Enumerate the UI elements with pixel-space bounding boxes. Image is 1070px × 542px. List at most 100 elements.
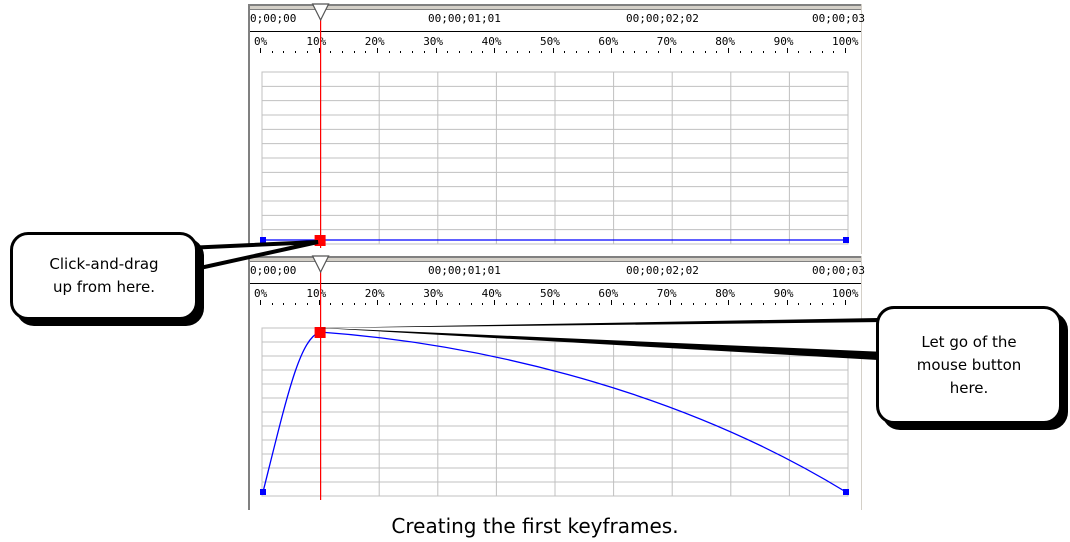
ruler-divider [250, 283, 861, 284]
ruler-tick [470, 51, 472, 53]
ruler-tick [657, 51, 659, 53]
ruler-tick [540, 303, 542, 305]
ruler-tick [564, 51, 566, 53]
ruler-tick [669, 48, 671, 53]
ruler-tick [271, 51, 273, 53]
ruler-tick [482, 303, 484, 305]
ruler-tick [669, 300, 671, 305]
ruler-tick [728, 300, 729, 305]
ruler-divider [250, 31, 861, 32]
ruler-tick [587, 303, 589, 305]
ruler-tick [458, 303, 460, 305]
keyframe-start [260, 489, 266, 495]
ruler-tick [341, 51, 343, 53]
ruler-tick [774, 303, 776, 305]
ruler-tick [763, 303, 765, 305]
ruler-tick [646, 51, 648, 53]
ruler-tick [306, 303, 308, 305]
ruler-tick [318, 300, 320, 305]
top-ruler[interactable]: 0;00;00 00;00;01;01 00;00;02;02 00;00;03… [250, 10, 865, 62]
timecode-label: 00;00;03 [812, 12, 865, 25]
ruler-tick [552, 48, 554, 53]
timecode-label: 00;00;02;02 [626, 264, 699, 277]
ruler-tick [295, 303, 297, 305]
playhead-marker [311, 3, 330, 22]
ruler-tick [786, 48, 788, 53]
percent-label: 60% [598, 35, 619, 48]
ruler-tick [599, 51, 601, 53]
ruler-tick [494, 300, 495, 305]
ruler-tick [423, 303, 425, 305]
bottom-ruler[interactable]: 0;00;00 00;00;01;01 00;00;02;02 00;00;03… [250, 262, 865, 314]
ruler-tick [845, 48, 846, 53]
top-timeline-panel: 0;00;00 00;00;01;01 00;00;02;02 00;00;03… [248, 3, 865, 254]
ruler-tick [447, 51, 449, 53]
timecode-label: 00;00;01;01 [428, 12, 501, 25]
ruler-tick [412, 303, 414, 305]
percent-label: 90% [773, 35, 794, 48]
percent-label: 50% [540, 287, 560, 300]
ruler-tick [435, 300, 437, 305]
percent-label: 10% [306, 35, 327, 48]
callout-line: mouse button [916, 355, 1022, 374]
ruler-tick [377, 300, 378, 305]
ruler-tick [728, 48, 729, 53]
ruler-tick [517, 51, 519, 53]
ruler-tick [587, 51, 589, 53]
ruler-tick [622, 51, 624, 53]
ruler-tick [423, 51, 425, 53]
ruler-tick [751, 303, 753, 305]
percent-label: 100% [832, 35, 859, 48]
percent-label: 80% [715, 35, 736, 48]
keyframe-end [843, 237, 849, 243]
ruler-tick [517, 303, 519, 305]
ruler-tick [318, 48, 320, 53]
keyframe-selected [314, 327, 326, 338]
ruler-tick [540, 51, 542, 53]
ruler-tick [704, 303, 706, 305]
keyframe-selected [314, 235, 326, 246]
ruler-tick [470, 303, 472, 305]
ruler-tick [400, 51, 402, 53]
ruler-tick [529, 303, 531, 305]
ruler-tick [809, 303, 811, 305]
ruler-tick [809, 51, 811, 53]
percent-label: 80% [715, 287, 736, 300]
ruler-tick [716, 51, 718, 53]
timeline-ruler-bar [250, 4, 861, 10]
percent-label: 20% [364, 35, 385, 48]
ruler-tick [365, 51, 367, 53]
ruler-tick [400, 303, 402, 305]
callout-line: Click-and-drag [49, 255, 159, 273]
ruler-tick [681, 51, 683, 53]
timecode-label: 00;00;03 [812, 264, 865, 277]
ruler-tick [377, 48, 378, 53]
ruler-tick [482, 51, 484, 53]
ruler-tick [798, 51, 800, 53]
ruler-tick [611, 48, 612, 53]
left-callout: Click-and-drag up from here. [10, 232, 198, 320]
ruler-tick [365, 303, 367, 305]
timecode-label: 0;00;00 [250, 12, 297, 25]
ruler-tick [494, 48, 495, 53]
top-graph[interactable] [250, 3, 864, 254]
ruler-tick [260, 48, 261, 53]
ruler-tick [821, 51, 823, 53]
bottom-graph[interactable] [250, 255, 864, 510]
ruler-tick [529, 51, 531, 53]
ruler-tick [622, 303, 624, 305]
ruler-tick [646, 303, 648, 305]
ruler-tick [833, 51, 835, 53]
percent-label: 30% [423, 287, 444, 300]
ruler-tick [692, 51, 694, 53]
playhead-marker [311, 255, 330, 274]
percent-label: 70% [656, 35, 677, 48]
ruler-tick [295, 51, 297, 53]
percent-label: 40% [481, 35, 502, 48]
ruler-tick [611, 300, 612, 305]
ruler-tick [634, 303, 636, 305]
percent-label: 0% [254, 287, 268, 300]
ruler-tick [283, 303, 285, 305]
ruler-tick [681, 303, 683, 305]
ruler-tick [388, 51, 390, 53]
